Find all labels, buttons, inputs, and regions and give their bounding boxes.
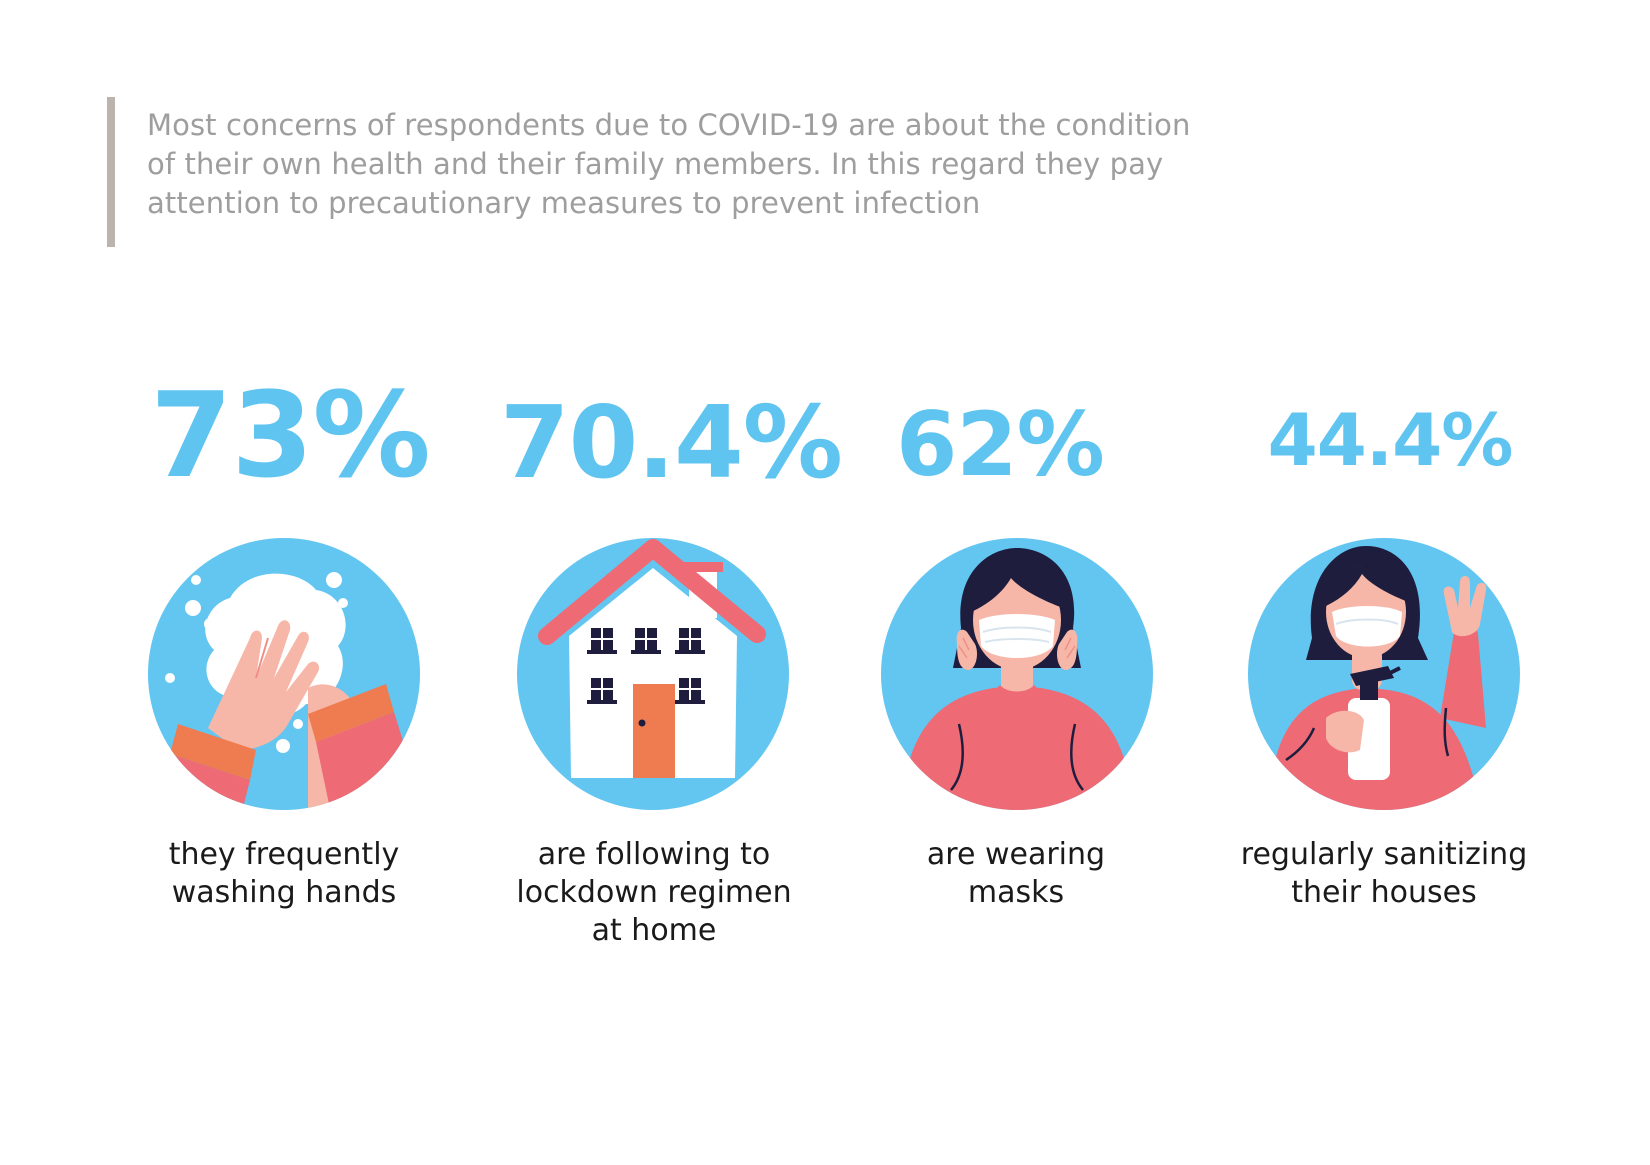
intro-line-1: Most concerns of respondents due to COVI… — [147, 108, 1191, 142]
caption-line: are following to — [537, 837, 771, 872]
woman-sanitizing-spray-icon — [1238, 528, 1530, 820]
intro-block: Most concerns of respondents due to COVI… — [107, 97, 1267, 247]
caption-line: washing hands — [171, 875, 397, 910]
woman-wearing-mask-icon — [871, 528, 1163, 820]
caption-line: are wearing — [926, 837, 1106, 872]
caption-lockdown: are following to lockdown regimen at hom… — [474, 836, 834, 950]
caption-line: regularly sanitizing — [1240, 837, 1528, 872]
intro-text: Most concerns of respondents due to COVI… — [147, 106, 1267, 223]
washing-hands-icon — [138, 528, 430, 820]
house-icon — [507, 528, 799, 820]
stat-percent-washing-hands: 73% — [150, 366, 430, 504]
stat-percent-lockdown: 70.4% — [500, 384, 843, 501]
intro-line-3: attention to precautionary measures to p… — [147, 186, 981, 220]
caption-washing-hands: they frequently washing hands — [104, 836, 464, 912]
caption-line: at home — [591, 913, 717, 948]
caption-line: lockdown regimen — [516, 875, 792, 910]
caption-sanitizing: regularly sanitizing their houses — [1204, 836, 1564, 912]
stat-percent-masks: 62% — [896, 393, 1105, 496]
stat-percent-sanitizing: 44.4% — [1267, 398, 1514, 482]
caption-line: they frequently — [168, 837, 400, 872]
caption-masks: are wearing masks — [836, 836, 1196, 912]
caption-line: their houses — [1291, 875, 1477, 910]
intro-line-2: of their own health and their family mem… — [147, 147, 1164, 181]
caption-line: masks — [967, 875, 1065, 910]
